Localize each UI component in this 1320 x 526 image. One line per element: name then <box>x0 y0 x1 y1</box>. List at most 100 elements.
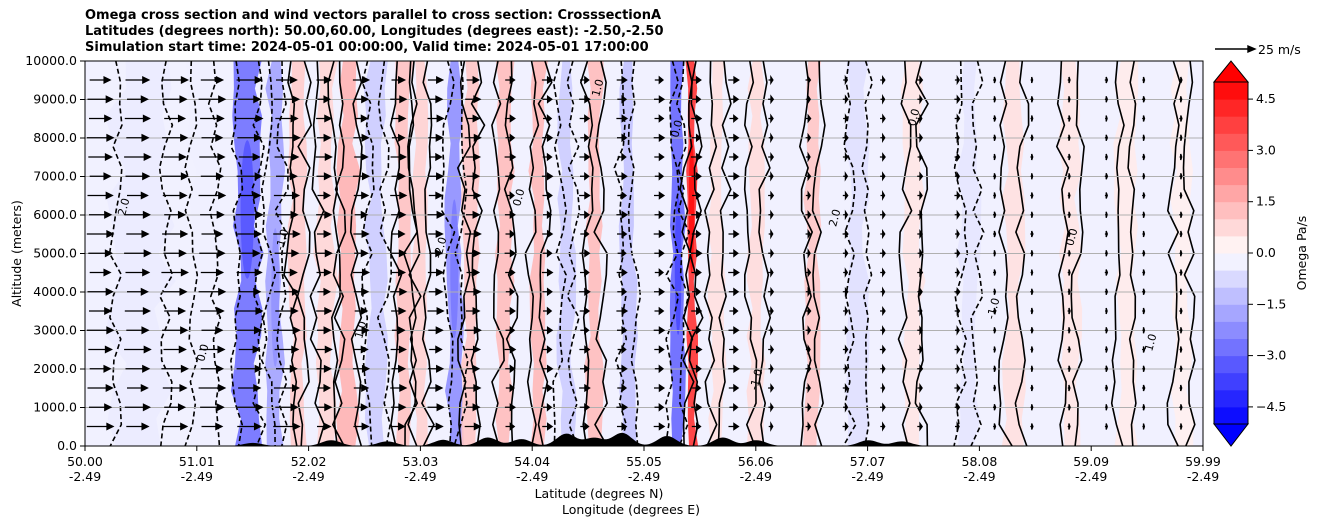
wind-vector <box>353 95 370 104</box>
wind-vector <box>955 325 960 336</box>
wind-vector <box>316 403 333 412</box>
wind-vector <box>199 249 226 258</box>
contour-label: 1.0 <box>1142 332 1159 352</box>
wind-vector <box>580 364 590 374</box>
wind-vector <box>842 344 849 355</box>
colorbar-tick-label: 1.5 <box>1256 194 1276 209</box>
wind-vector <box>692 287 702 297</box>
wind-vector <box>236 268 263 277</box>
wind-vector <box>390 287 408 296</box>
wind-vector <box>728 326 740 335</box>
wind-vector <box>505 133 516 143</box>
wind-vector <box>768 286 775 297</box>
wind-vector <box>428 133 444 142</box>
wind-vector <box>580 422 590 431</box>
wind-vector <box>616 114 629 123</box>
wind-vector <box>917 229 924 239</box>
wind-vector <box>200 403 225 412</box>
wind-vector <box>1179 134 1183 142</box>
wind-vector <box>993 153 996 161</box>
wind-vector <box>690 345 703 354</box>
wind-vector <box>917 132 924 143</box>
wind-vector <box>993 288 997 296</box>
wind-vector <box>391 364 407 373</box>
wind-vector <box>1067 76 1071 84</box>
wind-vector <box>1067 115 1071 122</box>
contour-label: 2.0 <box>826 208 843 228</box>
wind-vector <box>654 210 665 220</box>
x-tick-label-lon: -2.49 <box>628 469 660 484</box>
wind-vector <box>542 191 553 200</box>
colorbar-level <box>1214 338 1248 357</box>
wind-vector <box>352 364 371 373</box>
axes: 50.00-2.4951.01-2.4952.02-2.4953.03-2.49… <box>9 53 1221 517</box>
wind-vector <box>616 210 629 219</box>
wind-vector <box>353 229 370 239</box>
x-tick-label-lat: 59.09 <box>1073 454 1109 469</box>
wind-vector <box>505 75 516 85</box>
wind-vector <box>200 268 225 277</box>
wind-vector <box>616 364 628 374</box>
colorbar-level <box>1214 372 1248 391</box>
wind-vector <box>428 287 444 296</box>
wind-vector <box>842 190 849 201</box>
wind-vector <box>504 403 516 412</box>
wind-vector <box>505 383 515 393</box>
wind-vector <box>1179 327 1183 334</box>
wind-vector <box>954 248 961 259</box>
colorbar-level <box>1214 133 1248 151</box>
wind-vector <box>164 114 187 123</box>
wind-vector <box>274 345 300 354</box>
wind-vector <box>125 75 151 85</box>
colorbar-level <box>1214 321 1248 339</box>
wind-vector <box>954 402 961 413</box>
x-tick-label-lon: -2.49 <box>1075 469 1107 484</box>
wind-vector <box>427 268 445 277</box>
wind-vector <box>768 113 774 124</box>
wind-vector <box>199 152 226 162</box>
wind-vector <box>198 383 227 393</box>
colorbar-level <box>1214 270 1248 288</box>
colorbar-level <box>1214 167 1248 186</box>
wind-vector <box>354 210 369 219</box>
wind-vector <box>654 152 665 162</box>
x-tick-label-lat: 51.01 <box>179 454 215 469</box>
contour-line <box>184 61 199 446</box>
colorbar-level <box>1214 82 1248 100</box>
x-tick-label-lon: -2.49 <box>740 469 772 484</box>
wind-vector <box>162 229 189 239</box>
wind-vector <box>124 345 152 354</box>
wind-vector <box>89 306 113 316</box>
wind-vector <box>954 286 961 297</box>
wind-vector <box>879 248 886 259</box>
wind-vector <box>917 363 924 374</box>
wind-vector <box>465 191 482 200</box>
wind-vector <box>880 382 886 394</box>
wind-vector <box>768 94 775 105</box>
wind-vector <box>1142 96 1146 103</box>
wind-vector <box>805 132 812 143</box>
wind-vector <box>391 133 406 142</box>
colorbar-tick-label: 3.0 <box>1256 142 1276 157</box>
wind-vector <box>428 229 444 239</box>
wind-vector <box>805 113 812 124</box>
wind-vector <box>728 95 740 104</box>
wind-vector <box>917 190 923 201</box>
wind-vector <box>1142 269 1146 276</box>
wind-vector <box>352 172 371 181</box>
colorbar-level <box>1214 116 1248 134</box>
colorbar-level <box>1214 355 1248 374</box>
wind-vector <box>729 248 739 258</box>
wind-vector <box>1030 250 1034 257</box>
colorbar-level <box>1214 99 1248 117</box>
wind-vector <box>729 210 739 220</box>
wind-vector <box>1067 288 1071 296</box>
wind-vector <box>316 306 333 316</box>
wind-vector <box>88 249 113 258</box>
wind-vector <box>464 229 482 239</box>
wind-vector <box>316 210 333 219</box>
wind-vector <box>1104 230 1108 238</box>
colorbar-level <box>1214 235 1248 254</box>
wind-vector <box>163 249 187 258</box>
wind-vector <box>1142 115 1146 122</box>
